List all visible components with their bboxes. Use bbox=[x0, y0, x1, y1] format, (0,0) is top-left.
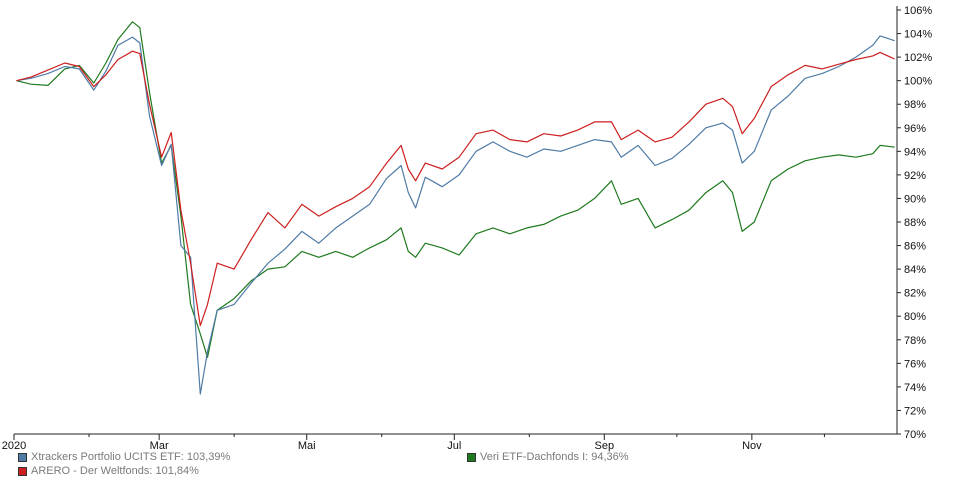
y-tick-label: 104% bbox=[904, 29, 932, 41]
legend-item-veri: Veri ETF-Dachfonds I: 94,36% bbox=[467, 451, 629, 463]
y-tick-label: 92% bbox=[904, 170, 926, 182]
y-tick-label: 70% bbox=[904, 429, 926, 441]
y-tick-label: 96% bbox=[904, 123, 926, 135]
y-tick-label: 80% bbox=[904, 311, 926, 323]
x-tick-label: Nov bbox=[742, 440, 762, 452]
y-tick-label: 84% bbox=[904, 264, 926, 276]
legend-swatch bbox=[18, 452, 27, 462]
legend-swatch bbox=[18, 466, 27, 476]
legend-label: Veri ETF-Dachfonds I: 94,36% bbox=[480, 451, 629, 463]
y-tick-label: 76% bbox=[904, 358, 926, 370]
x-tick-label: Mar bbox=[150, 440, 169, 452]
x-tick-label: 2020 bbox=[2, 440, 26, 452]
y-tick-label: 100% bbox=[904, 76, 932, 88]
y-tick-label: 90% bbox=[904, 193, 926, 205]
series-line-arero bbox=[16, 50, 895, 327]
y-tick-label: 94% bbox=[904, 146, 926, 158]
x-tick-label: Mai bbox=[298, 440, 316, 452]
legend-swatch bbox=[467, 452, 476, 462]
x-tick-label: Jul bbox=[447, 440, 461, 452]
y-tick-label: 102% bbox=[904, 52, 932, 64]
y-tick-label: 106% bbox=[904, 5, 932, 17]
y-tick-label: 74% bbox=[904, 382, 926, 394]
y-tick-label: 78% bbox=[904, 335, 926, 347]
legend-item-arero: ARERO - Der Weltfonds: 101,84% bbox=[18, 465, 199, 477]
series-layer bbox=[16, 21, 895, 395]
legend-label: Xtrackers Portfolio UCITS ETF: 103,39% bbox=[31, 451, 231, 463]
x-tick-label: Sep bbox=[594, 440, 614, 452]
series-line-veri bbox=[16, 21, 895, 358]
y-tick-label: 72% bbox=[904, 405, 926, 417]
y-tick-label: 98% bbox=[904, 99, 926, 111]
y-tick-label: 88% bbox=[904, 217, 926, 229]
y-tick-label: 86% bbox=[904, 241, 926, 253]
x-axis: 2020 Mar Mai Jul Sep Nov bbox=[2, 433, 897, 452]
legend-label: ARERO - Der Weltfonds: 101,84% bbox=[31, 465, 199, 477]
y-tick-label: 82% bbox=[904, 288, 926, 300]
legend-item-xtrackers: Xtrackers Portfolio UCITS ETF: 103,39% bbox=[18, 451, 230, 463]
y-axis: 106% 104% 102% 100% 98% 96% 94% 92% 90% 88% 86% 84%… bbox=[896, 5, 932, 441]
series-line-xtrackers bbox=[16, 35, 895, 395]
